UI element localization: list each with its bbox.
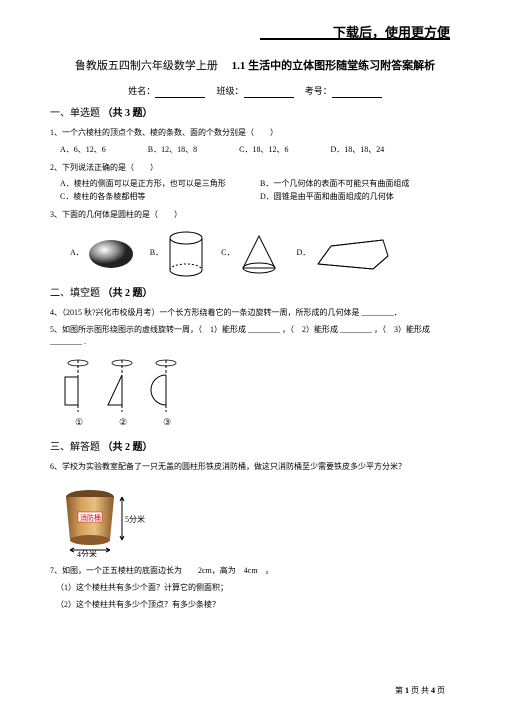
q4-blank: ________ [362, 308, 394, 317]
shape-b-item: B． [150, 230, 206, 278]
rot-label-1: ① [75, 417, 83, 427]
shape-c-item: C． [221, 232, 281, 276]
q1-opt-c: C．18、12、6 [239, 144, 288, 157]
class-label: 班级： [216, 86, 243, 96]
bucket-width: 4分米 [77, 549, 97, 557]
q3-label-c: C． [221, 247, 234, 260]
title-prefix: 鲁教版五四制六年级数学上册 [75, 60, 218, 72]
q5-blank-1: ________ [248, 325, 280, 334]
section-1-title: 一、单选题 [50, 108, 100, 119]
question-1: 1、一个六棱柱的顶点个数、棱的条数、面的个数分别是（ ） [50, 127, 460, 140]
question-1-options: A．6、12、6 B．12、18、8 C．18、12、6 D．18、18、24 [50, 144, 460, 157]
bucket-height: 5分米 [125, 514, 145, 524]
q2-opt-a: A．棱柱的侧面可以是正方形，也可以是三角形 [60, 178, 260, 191]
q2-opt-d: D．圆锥是由平面和曲面组成的几何体 [260, 191, 394, 204]
page-content: 鲁教版五四制六年级数学上册 1.1 生活中的立体图形随堂练习附答案解析 姓名： … [50, 58, 460, 615]
bucket-label: 消防桶 [80, 513, 101, 522]
section-1-head: 一、单选题 （共 3 题） [50, 106, 460, 122]
section-2-head: 二、填空题 （共 2 题） [50, 286, 460, 302]
q1-opt-b: B．12、18、8 [148, 144, 197, 157]
q5-blank-2: ________ [340, 325, 372, 334]
section-3-count: （共 2 题） [103, 442, 153, 453]
num-label: 考号： [305, 86, 332, 96]
q3-label-a: A． [70, 247, 84, 260]
q1-opt-a: A．6、12、6 [60, 144, 106, 157]
name-label: 姓名： [128, 86, 155, 96]
question-7: 7、如图，一个正五棱柱的底面边长为 2cm，高为 4cm 。 [50, 565, 460, 578]
question-3: 3、下面的几何体是圆柱的是（ ） [50, 209, 460, 222]
num-blank [332, 88, 382, 98]
bucket-icon: 消防桶 5分米 4分米 [60, 482, 170, 557]
q1-opt-d: D．18、18、24 [330, 144, 384, 157]
question-6: 6、学校为实验教室配备了一只无盖的圆柱形铁皮消防桶，做这只消防桶至少需要铁皮多少… [50, 461, 460, 474]
header-underline [260, 38, 450, 40]
document-title: 鲁教版五四制六年级数学上册 1.1 生活中的立体图形随堂练习附答案解析 [50, 58, 460, 76]
q4-text: 4、（2015 秋?兴化市校级月考）一个长方形绕着它的一条边旋转一周，所形成的几… [50, 308, 360, 317]
question-2: 2、下列说法正确的是（ ） [50, 162, 460, 175]
q3-label-d: D． [296, 247, 310, 260]
name-blank [155, 88, 205, 98]
footer-prefix: 第 [395, 686, 403, 695]
rot-label-3: ③ [163, 417, 171, 427]
class-blank [244, 88, 294, 98]
student-info-line: 姓名： 班级： 考号： [50, 84, 460, 98]
q2-opt-b: B．一个几何体的表面不可能只有曲面组成 [260, 178, 409, 191]
rotation-shapes-row: ① ② ③ [50, 357, 460, 432]
section-2-title: 二、填空题 [50, 288, 100, 299]
ellipsoid-icon [87, 236, 135, 271]
bucket-diagram: 消防桶 5分米 4分米 [50, 482, 460, 557]
cylinder-icon [166, 230, 206, 278]
footer-mid: 页 共 [411, 686, 429, 695]
footer-total: 4 [431, 686, 435, 695]
title-main: 1.1 生活中的立体图形随堂练习附答案解析 [232, 60, 436, 72]
page-footer: 第 1 页 共 4 页 [395, 685, 445, 696]
question-2-options: A．棱柱的侧面可以是正方形，也可以是三角形 B．一个几何体的表面不可能只有曲面组… [50, 178, 460, 204]
shape-a-item: A． [70, 236, 135, 271]
section-3-title: 三、解答题 [50, 442, 100, 453]
section-1-count: （共 3 题） [103, 108, 153, 119]
q3-label-b: B． [150, 247, 163, 260]
footer-suffix: 页 [437, 686, 445, 695]
question-3-shapes: A． B． C [50, 230, 460, 278]
q2-opt-c: C．棱柱的各条棱都相等 [60, 191, 260, 204]
shape-d-item: D． [296, 234, 393, 274]
q5-mid: ，（ 2）能形成 [282, 325, 338, 334]
prism-icon [313, 234, 393, 274]
question-5: 5、如图所示图形绕图示的虚线旋转一周，（ 1）能形成 ________ ，（ 2… [50, 324, 460, 350]
rot-label-2: ② [119, 417, 127, 427]
q5-blank-3: ________ . [50, 337, 86, 346]
section-3-head: 三、解答题 （共 2 题） [50, 440, 460, 456]
q5-text: 5、如图所示图形绕图示的虚线旋转一周，（ 1）能形成 [50, 325, 246, 334]
question-4: 4、（2015 秋?兴化市校级月考）一个长方形绕着它的一条边旋转一周，所形成的几… [50, 307, 460, 320]
cone-icon [237, 232, 281, 276]
question-7-part2: （2）这个棱柱共有多少个顶点？有多少条棱？ [50, 599, 460, 612]
section-2-count: （共 2 题） [103, 288, 153, 299]
q5-end: ，（ 3）能形成 [374, 325, 430, 334]
footer-page: 1 [405, 686, 409, 695]
question-7-part1: （1）这个棱柱共有多少个面？计算它的侧面积； [50, 582, 460, 595]
rotation-diagram-icon: ① ② ③ [60, 357, 210, 432]
